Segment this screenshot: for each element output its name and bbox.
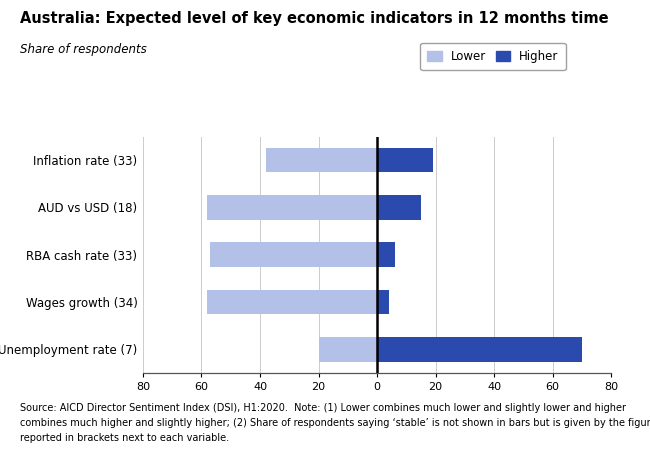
Bar xyxy=(207,195,377,220)
Text: combines much higher and slightly higher; (2) Share of respondents saying ‘stabl: combines much higher and slightly higher… xyxy=(20,418,650,428)
Text: Source: AICD Director Sentiment Index (DSI), H1:2020.  Note: (1) Lower combines : Source: AICD Director Sentiment Index (D… xyxy=(20,403,625,413)
Text: reported in brackets next to each variable.: reported in brackets next to each variab… xyxy=(20,433,229,443)
Bar xyxy=(266,148,377,172)
Bar xyxy=(377,337,582,362)
Bar xyxy=(210,243,377,267)
Bar xyxy=(377,148,433,172)
Bar xyxy=(318,337,377,362)
Bar xyxy=(377,243,395,267)
Text: Australia: Expected level of key economic indicators in 12 months time: Australia: Expected level of key economi… xyxy=(20,11,608,26)
Text: Share of respondents: Share of respondents xyxy=(20,43,146,56)
Bar xyxy=(377,290,389,314)
Bar xyxy=(207,290,377,314)
Bar xyxy=(377,195,421,220)
Legend: Lower, Higher: Lower, Higher xyxy=(421,43,566,70)
